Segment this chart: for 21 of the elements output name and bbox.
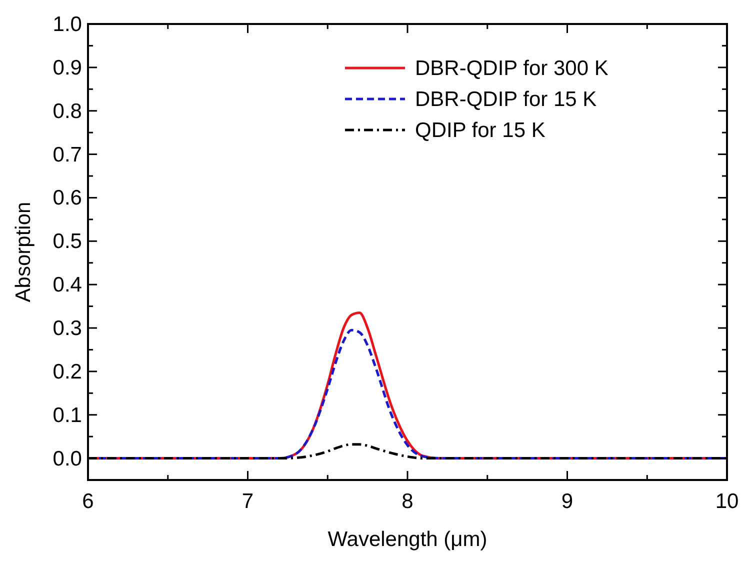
y-tick-label: 0.5 bbox=[52, 230, 82, 254]
x-tick-label: 6 bbox=[82, 490, 94, 513]
legend-label: QDIP for 15 K bbox=[415, 119, 546, 142]
x-axis-title: Wavelength (μm) bbox=[328, 528, 488, 551]
y-tick-label: 0.6 bbox=[52, 186, 82, 210]
y-tick-label: 0.2 bbox=[52, 360, 82, 384]
y-tick-label: 0.0 bbox=[52, 447, 82, 470]
x-tick-label: 10 bbox=[715, 490, 739, 513]
y-axis-title: Absorption bbox=[12, 202, 35, 302]
x-tick-label: 8 bbox=[402, 490, 414, 513]
y-tick-label: 0.9 bbox=[52, 56, 82, 80]
y-tick-label: 0.7 bbox=[52, 143, 82, 166]
y-tick-label: 0.3 bbox=[52, 317, 82, 340]
legend-label: DBR-QDIP for 300 K bbox=[415, 57, 608, 80]
y-tick-label: 0.1 bbox=[52, 404, 82, 427]
legend-label: DBR-QDIP for 15 K bbox=[415, 88, 597, 111]
y-tick-label: 0.4 bbox=[52, 274, 82, 297]
y-tick-label: 0.8 bbox=[52, 100, 82, 123]
y-tick-label: 1.0 bbox=[52, 13, 82, 36]
x-tick-label: 9 bbox=[561, 490, 574, 513]
x-tick-label: 7 bbox=[242, 490, 254, 513]
